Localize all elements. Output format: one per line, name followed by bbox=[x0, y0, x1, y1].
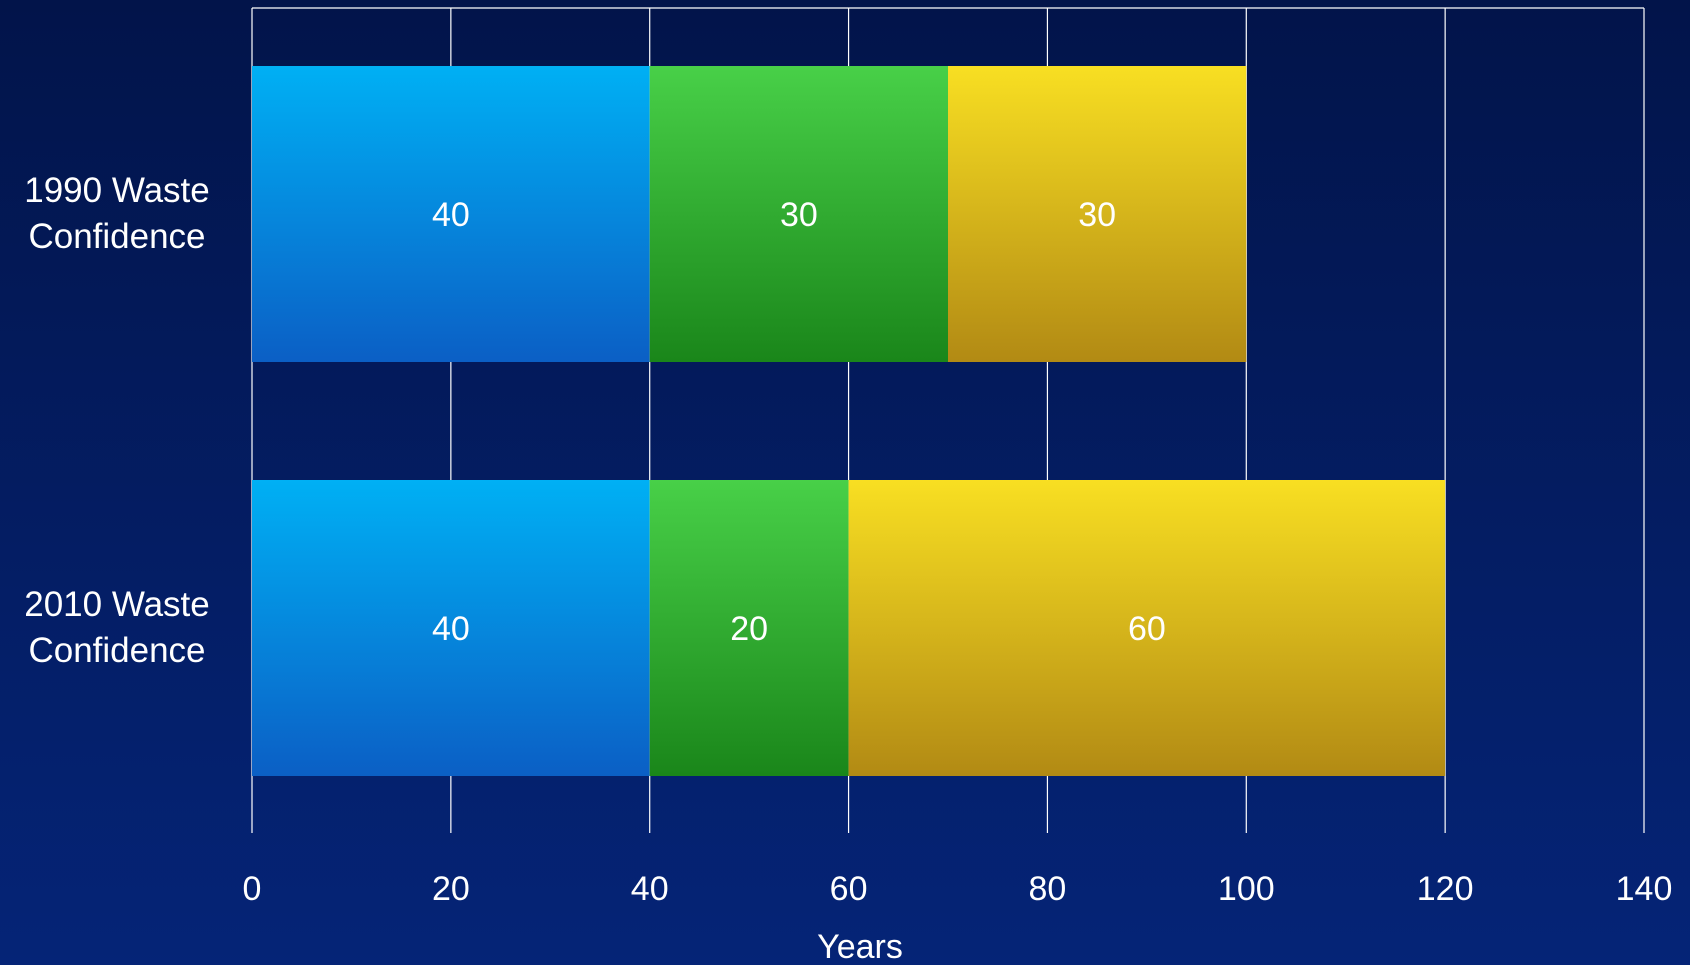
bar-segment bbox=[848, 480, 1446, 776]
category-label: Confidence bbox=[28, 631, 205, 670]
bars bbox=[252, 66, 1446, 776]
bar-segment bbox=[252, 66, 650, 362]
bar-value-label: 30 bbox=[1078, 196, 1116, 234]
x-tick-label: 0 bbox=[243, 870, 262, 908]
bar-value-label: 60 bbox=[1128, 610, 1166, 648]
category-label: Confidence bbox=[28, 217, 205, 256]
category-label: 1990 Waste bbox=[24, 171, 209, 210]
x-tick-label: 100 bbox=[1218, 870, 1275, 908]
x-tick-label: 120 bbox=[1417, 870, 1474, 908]
bar-segment bbox=[252, 480, 650, 776]
bar-segment bbox=[948, 66, 1247, 362]
x-tick-label: 60 bbox=[830, 870, 868, 908]
x-tick-label: 20 bbox=[432, 870, 470, 908]
category-label: 2010 Waste bbox=[24, 585, 209, 624]
x-tick-label: 140 bbox=[1616, 870, 1673, 908]
bar-value-label: 40 bbox=[432, 610, 470, 648]
category-labels: 1990 Waste Confidence 2010 Waste Confidence bbox=[24, 171, 209, 670]
bar-value-label: 40 bbox=[432, 196, 470, 234]
bar-segment bbox=[649, 66, 948, 362]
bar-value-label: 20 bbox=[730, 610, 768, 648]
x-tick-label: 80 bbox=[1029, 870, 1067, 908]
bar-segment bbox=[649, 480, 849, 776]
x-tick-label: 40 bbox=[631, 870, 669, 908]
x-axis-title: Years bbox=[817, 928, 903, 965]
x-tick-labels: 0 20 40 60 80 100 120 140 bbox=[243, 870, 1673, 908]
data-labels: 40 30 30 40 20 60 bbox=[432, 196, 1166, 648]
bar-value-label: 30 bbox=[780, 196, 818, 234]
